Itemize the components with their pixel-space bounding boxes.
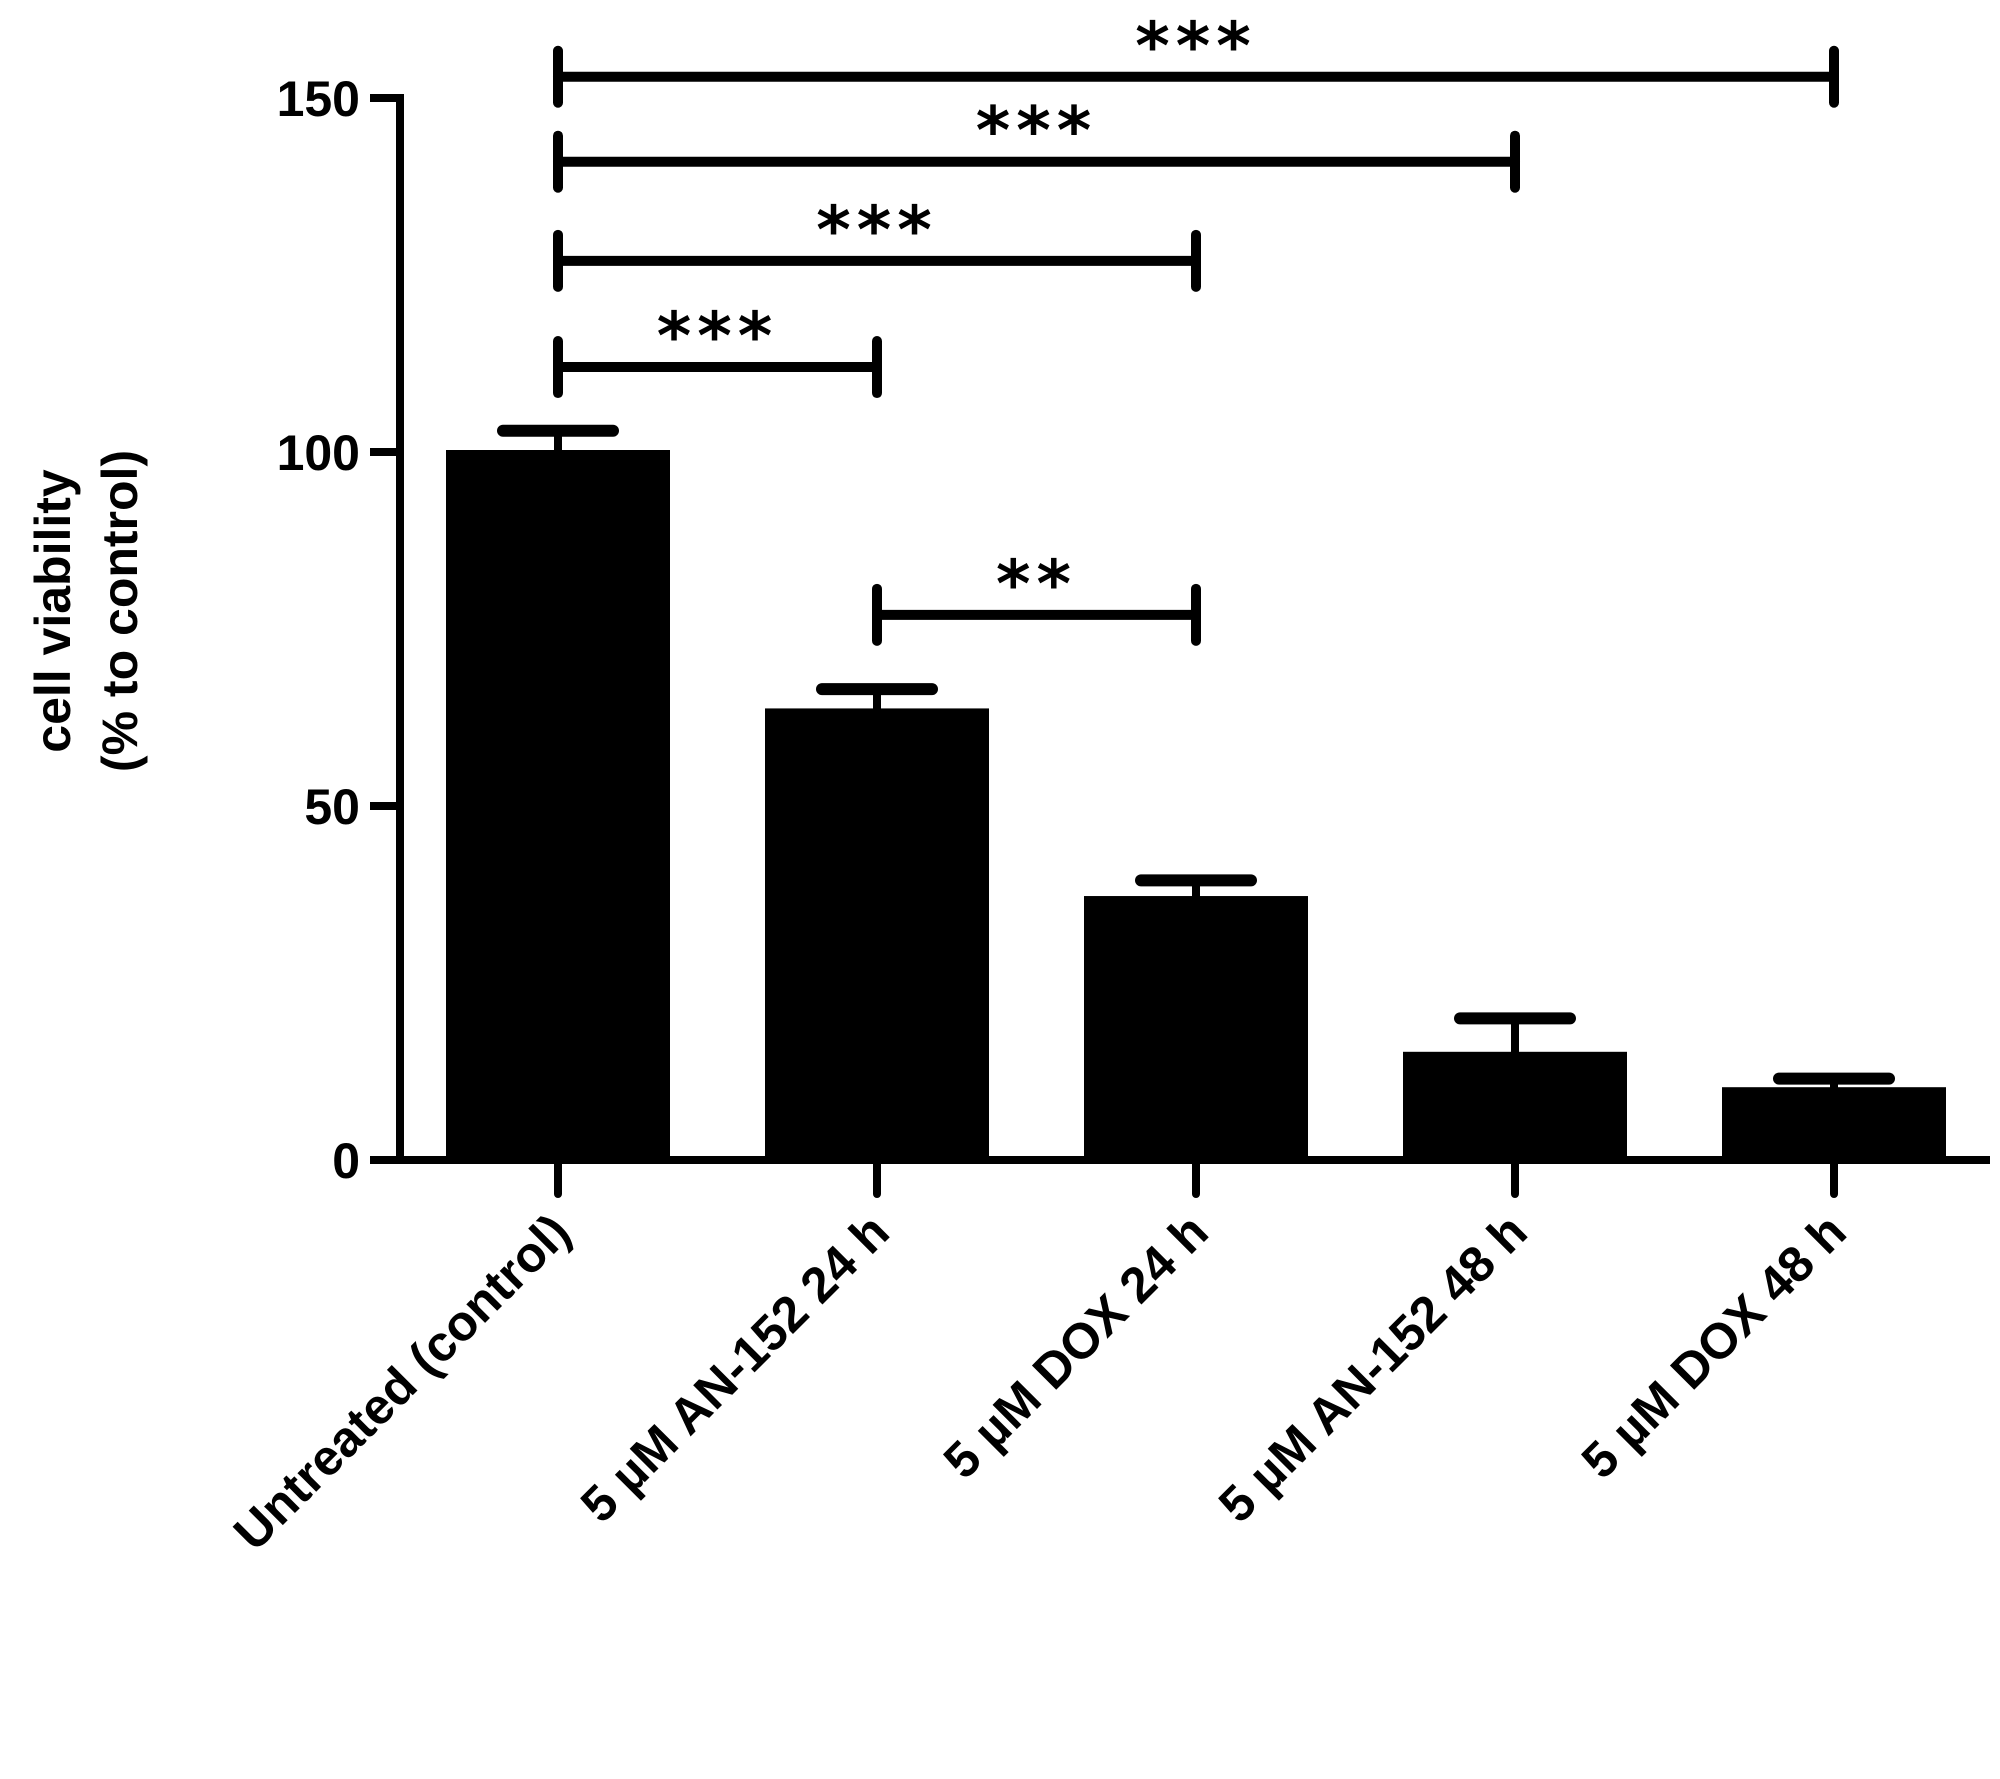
significance-label: *** [976, 93, 1098, 170]
significance-label: ** [996, 546, 1077, 623]
y-axis-label-line1: cell viability [25, 469, 81, 753]
bar [1084, 896, 1308, 1162]
bar [446, 450, 670, 1162]
significance-brackets: ************** [553, 8, 1839, 646]
y-tick-label: 50 [304, 779, 360, 835]
bar [765, 708, 989, 1162]
y-tick-label: 100 [277, 425, 360, 481]
y-axis-label-line2: (% to control) [92, 450, 148, 772]
x-tick-label: 5 µM AN-152 24 h [570, 1203, 900, 1533]
bars [446, 424, 1946, 1163]
significance-label: *** [657, 298, 779, 375]
x-tick-label: 5 µM DOX 24 h [933, 1203, 1219, 1489]
significance-label: *** [816, 192, 938, 269]
significance-label: *** [1135, 8, 1257, 85]
x-tick-label: 5 µM AN-152 48 h [1208, 1203, 1538, 1533]
y-tick-label: 0 [332, 1133, 360, 1189]
y-tick-label: 150 [277, 71, 360, 127]
bar [1722, 1087, 1946, 1162]
x-tick-label: 5 µM DOX 48 h [1571, 1203, 1857, 1489]
x-tick-label: Untreated (control) [223, 1203, 581, 1561]
bar [1403, 1051, 1627, 1163]
